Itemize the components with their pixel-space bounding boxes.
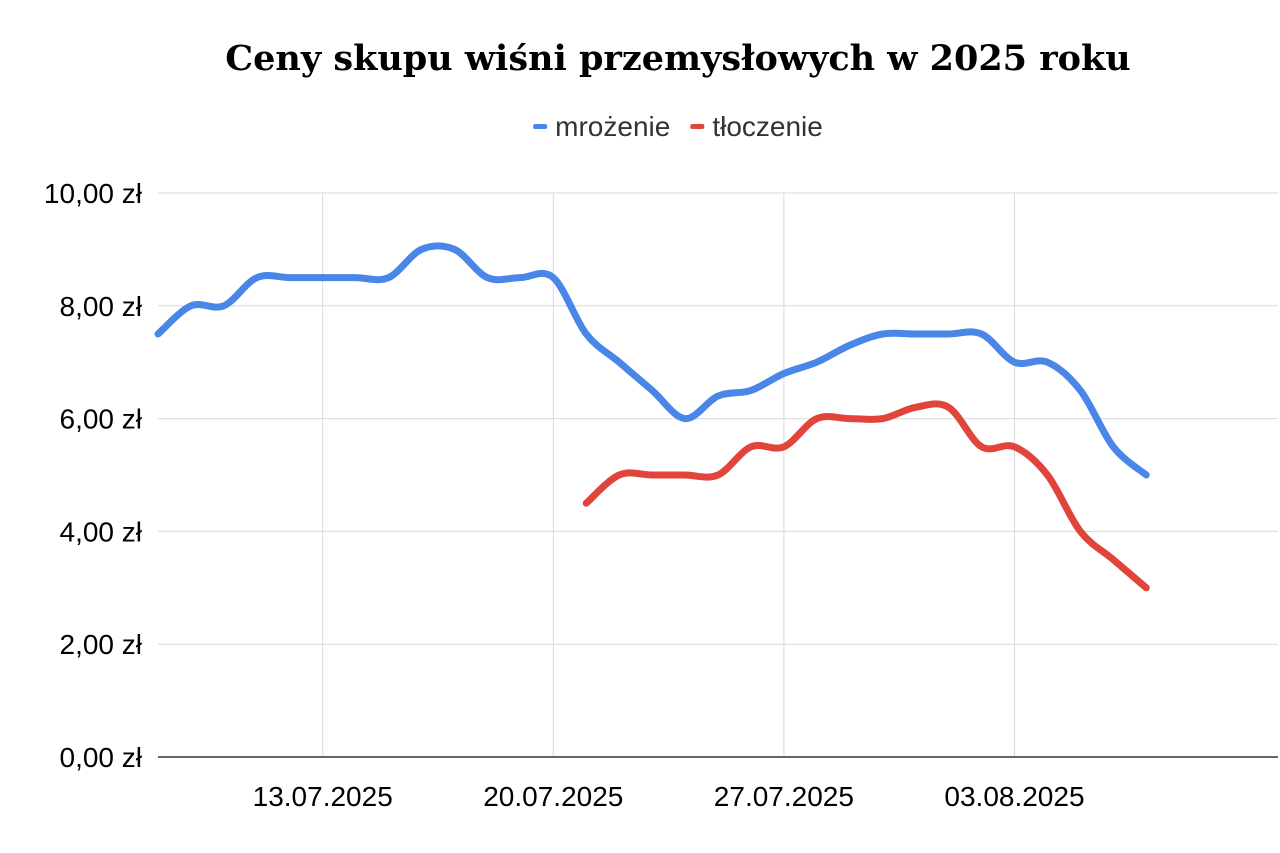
x-tick-label: 20.07.2025 [483,781,623,812]
y-tick-label: 6,00 zł [60,404,143,435]
x-tick-label: 27.07.2025 [714,781,854,812]
series-line-1 [154,242,1150,479]
grid [158,192,1278,757]
x-tick-label: 03.08.2025 [944,781,1084,812]
chart-title: Ceny skupu wiśni przemysłowych w 2025 ro… [225,38,1130,79]
legend-label: mrożenie [555,111,670,142]
legend-label: tłoczenie [712,111,823,142]
legend-swatch [533,124,548,129]
y-tick-label: 8,00 zł [60,291,143,322]
y-axis-ticks: 0,00 zł 2,00 zł 4,00 zł 6,00 zł 8,00 zł 10,00… [44,178,143,773]
y-tick-label: 2,00 zł [60,629,143,660]
legend-item-2: tłoczenie [690,111,823,142]
y-tick-label: 4,00 zł [60,516,143,547]
legend-item-1: mrożenie [533,111,670,142]
x-tick-label: 13.07.2025 [253,781,393,812]
legend-swatch [690,124,705,129]
y-tick-label: 10,00 zł [44,178,143,209]
x-axis-ticks: 13.07.2025 20.07.2025 27.07.2025 03.08.2025 [253,781,1085,812]
series-line-2 [582,400,1150,592]
series-lines [154,242,1150,592]
chart-legend: mrożenie tłoczenie [533,111,823,142]
y-tick-label: 0,00 zł [60,742,143,773]
